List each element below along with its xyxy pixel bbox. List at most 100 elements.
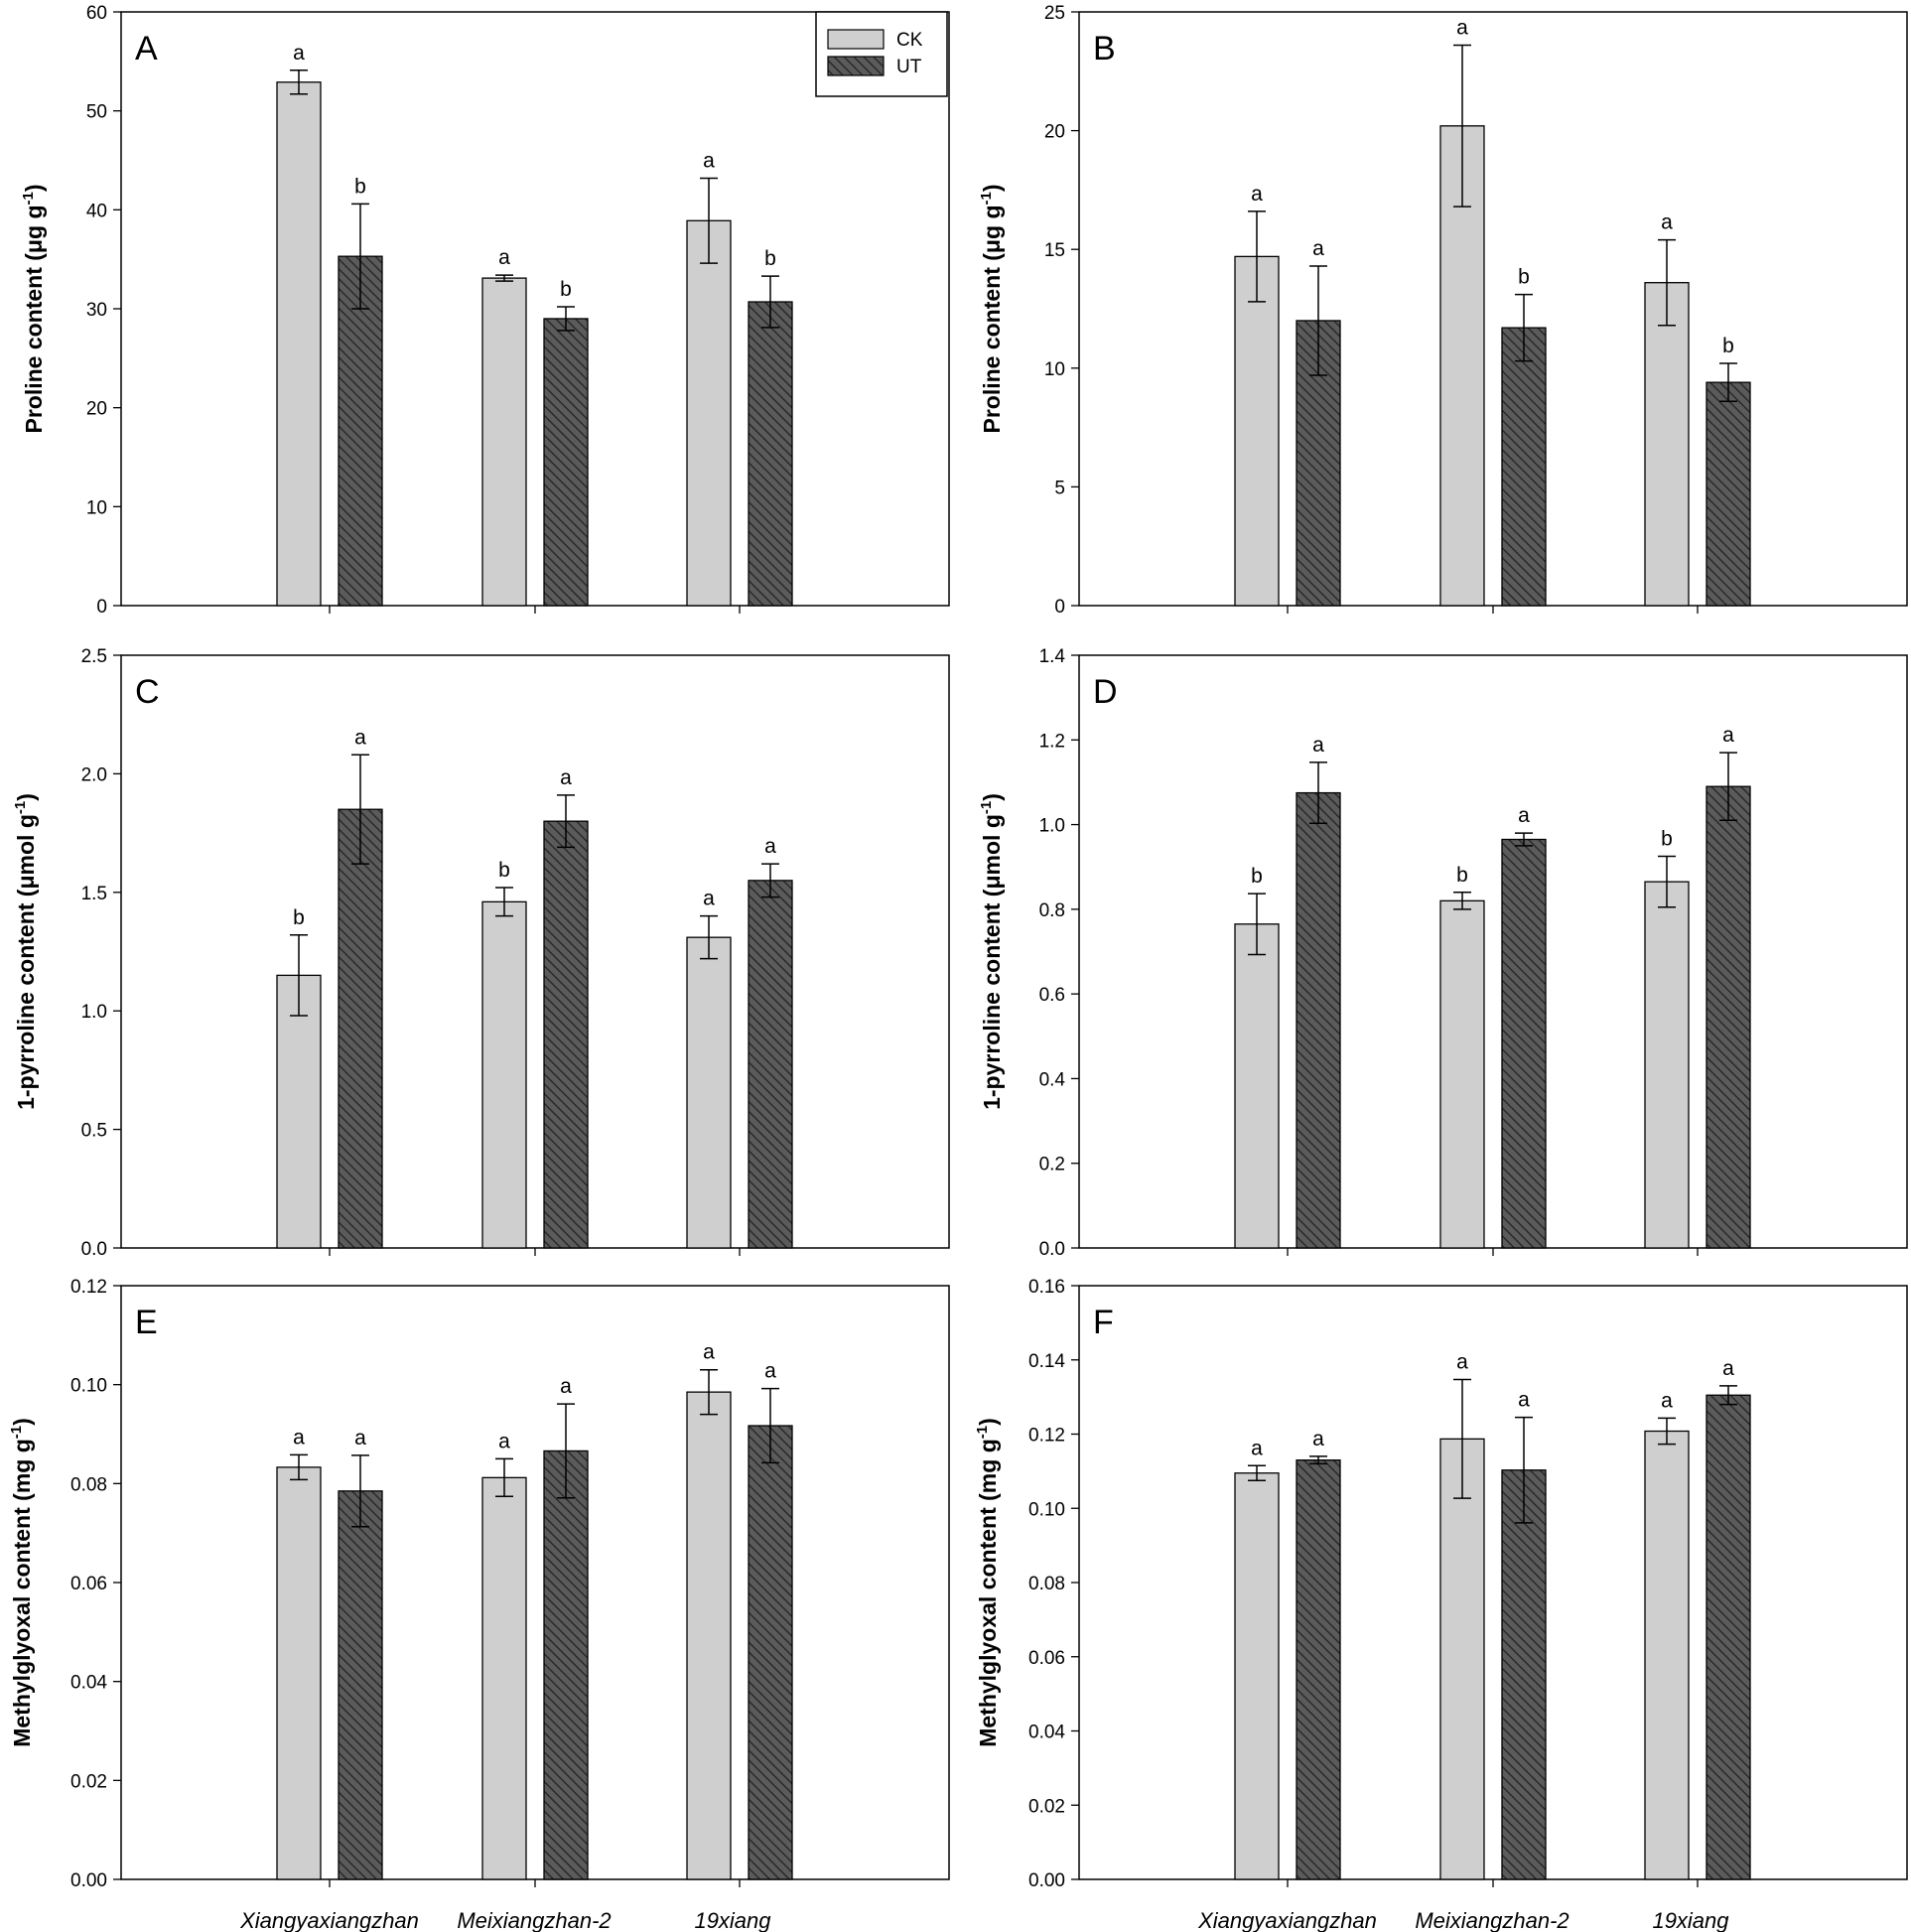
panel-d-ytick-label: 1.2 <box>1039 731 1065 752</box>
panel-f-ytick-label: 0.16 <box>1028 1277 1065 1298</box>
panel-e-ck-xiangyaxiangzhan-error-bar <box>290 1453 308 1481</box>
panel-a-ytick-label: 40 <box>86 201 107 221</box>
panel-f-ytick-label: 0.02 <box>1028 1796 1065 1817</box>
panel-c-frame <box>120 654 950 1249</box>
panel-e-ut-xiangyaxiangzhan-bar: UT Xiangyaxiangzhan: 0.0785 <box>338 1490 383 1880</box>
x-label-left-19xiang: 19xiang <box>694 1908 771 1932</box>
panel-e-ut-19xiang-error-bar <box>761 1387 779 1464</box>
panel-c-ytick-label: 2.0 <box>81 764 107 785</box>
panel-a-ck-meixiangzhan-2-letter: a <box>498 246 510 269</box>
panel-f-ck-xiangyaxiangzhan-letter: a <box>1251 1437 1263 1459</box>
panel-d-ytick-label: 0.6 <box>1039 985 1065 1006</box>
panel-b-ut-19xiang-error-bar <box>1719 362 1737 403</box>
panel-b-ck-xiangyaxiangzhan-bar: CK Xiangyaxiangzhan: 14.7 <box>1234 255 1280 607</box>
panel-a-ck-meixiangzhan-2-bar: CK Meixiangzhan-2: 33.1 <box>481 277 527 607</box>
panel-d-ut-meixiangzhan-2-bar: UT Meixiangzhan-2: 0.965 <box>1501 838 1547 1249</box>
panel-b-ut-19xiang-bar: UT 19xiang: 9.4 <box>1706 381 1751 607</box>
panel-a-ut-meixiangzhan-2-error-bar <box>557 306 575 332</box>
panel-f-ck-meixiangzhan-2-letter: a <box>1456 1351 1468 1374</box>
panel-c-ut-xiangyaxiangzhan-bar: UT Xiangyaxiangzhan: 1.85 <box>338 808 383 1249</box>
panel-e-ytick-label: 0.00 <box>70 1870 107 1891</box>
panel-a-ytick-label: 20 <box>86 399 107 420</box>
panel-a-ck-19xiang-letter: a <box>703 149 715 172</box>
panel-d-frame <box>1078 654 1908 1249</box>
panel-c-ut-19xiang-letter: a <box>764 835 776 858</box>
panel-c-letter: C <box>135 673 160 711</box>
panel-b-ck-19xiang-error-bar <box>1658 238 1676 327</box>
panel-d-ut-xiangyaxiangzhan-bar: UT Xiangyaxiangzhan: 1.075 <box>1296 791 1341 1249</box>
panel-b-ck-xiangyaxiangzhan-letter: a <box>1251 183 1263 206</box>
panel-d-ck-meixiangzhan-2-bar: CK Meixiangzhan-2: 0.82 <box>1439 899 1485 1249</box>
panel-d-ytick-label: 0.4 <box>1039 1069 1066 1090</box>
panel-f-ytick-label: 0.10 <box>1028 1499 1065 1520</box>
panel-b-ut-19xiang-letter: b <box>1722 335 1734 357</box>
panel-b-ytick-label: 20 <box>1044 122 1065 143</box>
panel-d-ut-xiangyaxiangzhan-letter: a <box>1312 734 1324 757</box>
panel-b-ylabel: Proline content (μg g-1) <box>978 184 1005 433</box>
panel-d-ytick-label: 1.4 <box>1039 646 1066 667</box>
panel-f-ytick-label: 0.12 <box>1028 1426 1065 1447</box>
panel-c-ylabel: 1-pyrroline content (μmol g-1) <box>12 793 39 1110</box>
panel-c-ytick-label: 0.5 <box>81 1121 107 1142</box>
panel-f-ut-xiangyaxiangzhan-error-bar <box>1309 1455 1327 1465</box>
panel-d-ytick-label: 0.8 <box>1039 900 1065 921</box>
x-label-right-xiangyaxiangzhan: Xiangyaxiangzhan <box>1197 1908 1377 1932</box>
x-category-labels: Xiangyaxiangzhan Meixiangzhan-2 19xiang … <box>239 1908 1729 1932</box>
panel-f-ytick-label: 0.04 <box>1028 1723 1065 1743</box>
panel-e-ut-19xiang-letter: a <box>764 1360 776 1383</box>
panel-b-ut-meixiangzhan-2-bar: UT Meixiangzhan-2: 11.7 <box>1501 327 1547 607</box>
panel-b-ut-xiangyaxiangzhan-letter: a <box>1312 237 1324 260</box>
panel-f-ut-19xiang-bar: UT 19xiang: 0.1305 <box>1706 1394 1751 1880</box>
panel-e-ck-xiangyaxiangzhan-letter: a <box>293 1426 305 1449</box>
panel-a-ck-xiangyaxiangzhan-bar: CK Xiangyaxiangzhan: 52.9 <box>276 81 322 607</box>
panel-f-letter: F <box>1093 1304 1114 1341</box>
panel-a-ytick-label: 0 <box>96 597 107 618</box>
panel-e-ylabel: Methylglyoxal content (mg g-1) <box>8 1418 35 1747</box>
legend-label-ut: UT <box>896 57 922 77</box>
panel-c-ytick-label: 1.0 <box>81 1002 107 1023</box>
panel-e-ck-19xiang-bar: CK 19xiang: 0.0985 <box>686 1391 732 1880</box>
panel-e-frame <box>120 1285 950 1880</box>
panel-c-ut-19xiang-bar: UT 19xiang: 1.55 <box>748 880 793 1249</box>
panel-f-frame <box>1078 1285 1908 1880</box>
panel-b-ck-meixiangzhan-2-error-bar <box>1453 44 1471 207</box>
panel-f-ytick-label: 0.00 <box>1028 1870 1065 1891</box>
panel-f-ck-19xiang-letter: a <box>1661 1389 1673 1412</box>
panel-d-ck-xiangyaxiangzhan-error-bar <box>1248 893 1266 956</box>
panel-a-ylabel: Proline content (μg g-1) <box>20 184 47 433</box>
panel-a-ut-19xiang-letter: b <box>764 247 776 270</box>
panel-b-ut-xiangyaxiangzhan-error-bar <box>1309 265 1327 376</box>
panel-c-ck-meixiangzhan-2-letter: b <box>498 859 510 882</box>
panel-d-ck-19xiang-bar: CK 19xiang: 0.865 <box>1644 881 1690 1249</box>
panel-a-ck-19xiang-bar: CK 19xiang: 38.9 <box>686 219 732 607</box>
panel-e-ut-meixiangzhan-2-error-bar <box>557 1403 575 1499</box>
panel-c-ck-meixiangzhan-2-error-bar <box>495 887 513 917</box>
panel-b-ytick-label: 25 <box>1044 3 1065 24</box>
panel-a-frame <box>120 11 950 607</box>
panel-c: C 0.0 0.5 1.0 1.5 2.0 2.5 1-pyrroline content (… <box>12 646 950 1260</box>
panel-a-ytick-label: 60 <box>86 3 107 24</box>
panel-a-ck-19xiang-error-bar <box>700 177 718 264</box>
panel-e-ut-xiangyaxiangzhan-letter: a <box>354 1427 366 1449</box>
panel-f-ut-meixiangzhan-2-bar: UT Meixiangzhan-2: 0.1103 <box>1501 1469 1547 1880</box>
legend-swatch-ck <box>827 29 885 50</box>
panel-b-frame <box>1078 11 1908 607</box>
panel-a-ut-19xiang-bar: UT 19xiang: 30.7 <box>748 301 793 607</box>
panel-f-ck-xiangyaxiangzhan-bar: CK Xiangyaxiangzhan: 0.1095 <box>1234 1472 1280 1880</box>
panel-a-ytick-label: 10 <box>86 497 107 518</box>
panel-d-ck-meixiangzhan-2-letter: b <box>1456 864 1468 887</box>
panel-c-ck-19xiang-error-bar <box>700 914 718 960</box>
panel-f-ut-xiangyaxiangzhan-letter: a <box>1312 1428 1324 1450</box>
panel-b-ytick-label: 10 <box>1044 359 1065 380</box>
x-label-left-xiangyaxiangzhan: Xiangyaxiangzhan <box>239 1908 419 1932</box>
panel-d-ut-19xiang-letter: a <box>1722 724 1734 747</box>
panel-d-ck-19xiang-letter: b <box>1661 828 1673 851</box>
panel-f-ytick-label: 0.14 <box>1028 1351 1065 1372</box>
panel-f-ck-19xiang-bar: CK 19xiang: 0.1208 <box>1644 1430 1690 1880</box>
panel-b-ck-19xiang-bar: CK 19xiang: 13.6 <box>1644 282 1690 607</box>
panel-e: E 0.00 0.02 0.04 0.06 0.08 0.10 0.12 Methylglyox… <box>8 1277 950 1891</box>
legend: CK UT <box>815 11 948 97</box>
panel-f-ut-meixiangzhan-2-error-bar <box>1515 1416 1533 1524</box>
panel-e-ck-19xiang-letter: a <box>703 1341 715 1364</box>
